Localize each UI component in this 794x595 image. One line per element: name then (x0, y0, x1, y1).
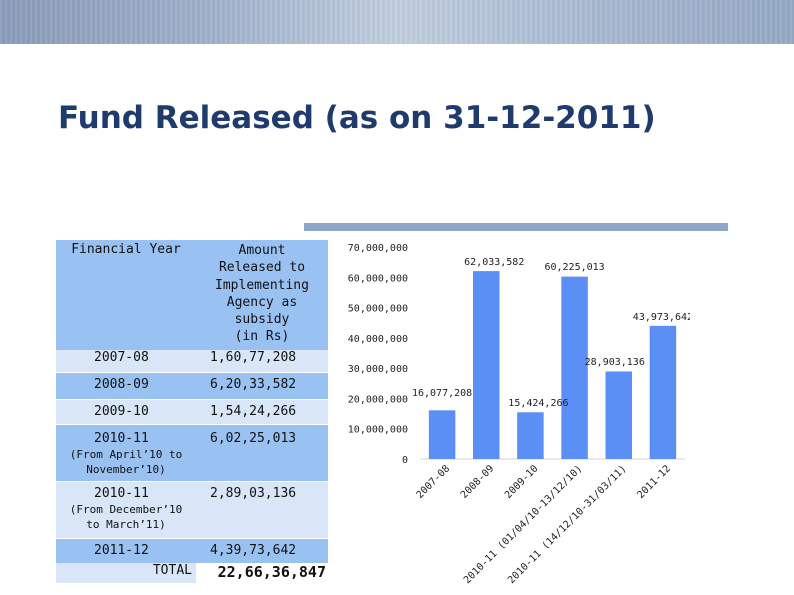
header-amount-line: subsidy (234, 312, 290, 328)
y-tick-label: 50,000,000 (348, 304, 408, 315)
table-row: 2008-09 6,20,33,582 (56, 372, 328, 400)
row-amount: 6,02,25,013 (196, 424, 328, 482)
table-row: 2010-11 (From December’10 to March’11) 2… (56, 481, 328, 539)
row-amount: 2,89,03,136 (196, 481, 328, 539)
y-tick-label: 30,000,000 (348, 364, 408, 375)
row-year: 2010-11 (94, 431, 149, 446)
bar (605, 371, 632, 459)
x-tick-label: 2007-08 (415, 463, 453, 501)
bar (561, 276, 588, 459)
table-row: 2009-10 1,54,24,266 (56, 399, 328, 425)
row-year: 2007-08 (56, 350, 196, 373)
data-label: 15,424,266 (508, 398, 568, 409)
row-year-cell: 2010-11 (From April’10 to November’10) (56, 424, 196, 482)
x-tick-label: 2009-10 (503, 463, 541, 501)
header-amount: Amount Released to Implementing Agency a… (196, 240, 328, 350)
row-note-line: to March’11) (86, 518, 166, 531)
row-year: 2010-11 (94, 486, 149, 501)
total-label: TOTAL (56, 563, 196, 583)
row-amount: 1,60,77,208 (196, 350, 328, 373)
header-financial-year: Financial Year (56, 240, 196, 350)
x-tick-label: 2008-09 (459, 463, 497, 501)
table-row: 2007-08 1,60,77,208 (56, 350, 328, 373)
bar (428, 410, 456, 459)
data-label: 43,973,642 (633, 312, 690, 323)
header-amount-line: Released to (218, 260, 306, 276)
table-row: 2010-11 (From April’10 to November’10) 6… (56, 424, 328, 482)
x-tick-label: 2011-12 (635, 463, 673, 501)
row-note-line: November’10) (86, 463, 166, 476)
bar (649, 325, 677, 459)
header-amount-line: Implementing (215, 277, 309, 293)
header-amount-line: (in Rs) (234, 329, 290, 345)
data-label: 60,225,013 (544, 262, 604, 273)
table-row: 2011-12 4,39,73,642 (56, 538, 328, 563)
slide-title: Fund Released (as on 31-12-2011) (58, 100, 656, 136)
table-header-row: Financial Year Amount Released to Implem… (56, 240, 328, 350)
row-year: 2011-12 (56, 538, 196, 563)
header-amount-line: Agency as (226, 294, 298, 310)
row-year-cell: 2010-11 (From December’10 to March’11) (56, 481, 196, 539)
row-note-line: (From April’10 to (69, 448, 183, 461)
row-year: 2008-09 (56, 372, 196, 400)
bar (517, 412, 544, 459)
header-year-text: Financial Year (71, 242, 181, 257)
y-tick-label: 70,000,000 (348, 243, 408, 254)
y-tick-label: 10,000,000 (348, 425, 408, 436)
row-amount: 4,39,73,642 (196, 538, 328, 563)
total-value: 22,66,36,847 (196, 563, 328, 583)
y-tick-label: 40,000,000 (348, 334, 408, 345)
total-row: TOTAL 22,66,36,847 (56, 563, 328, 583)
accent-bar (304, 223, 728, 231)
row-year: 2009-10 (56, 399, 196, 425)
header-amount-line: Amount (238, 243, 286, 258)
y-tick-label: 20,000,000 (348, 394, 408, 405)
fund-table: Financial Year Amount Released to Implem… (56, 240, 328, 583)
bar (473, 271, 500, 459)
data-label: 16,077,208 (412, 388, 472, 399)
row-note-line: (From December’10 (69, 503, 183, 516)
y-tick-label: 0 (402, 455, 408, 466)
top-decorative-band (0, 0, 794, 44)
data-label: 62,033,582 (464, 257, 524, 268)
row-amount: 6,20,33,582 (196, 372, 328, 400)
y-tick-label: 60,000,000 (348, 273, 408, 284)
data-label: 28,903,136 (585, 357, 645, 368)
row-amount: 1,54,24,266 (196, 399, 328, 425)
fund-bar-chart: 0 10,000,000 20,000,000 30,000,000 40,000,00… (348, 243, 690, 586)
